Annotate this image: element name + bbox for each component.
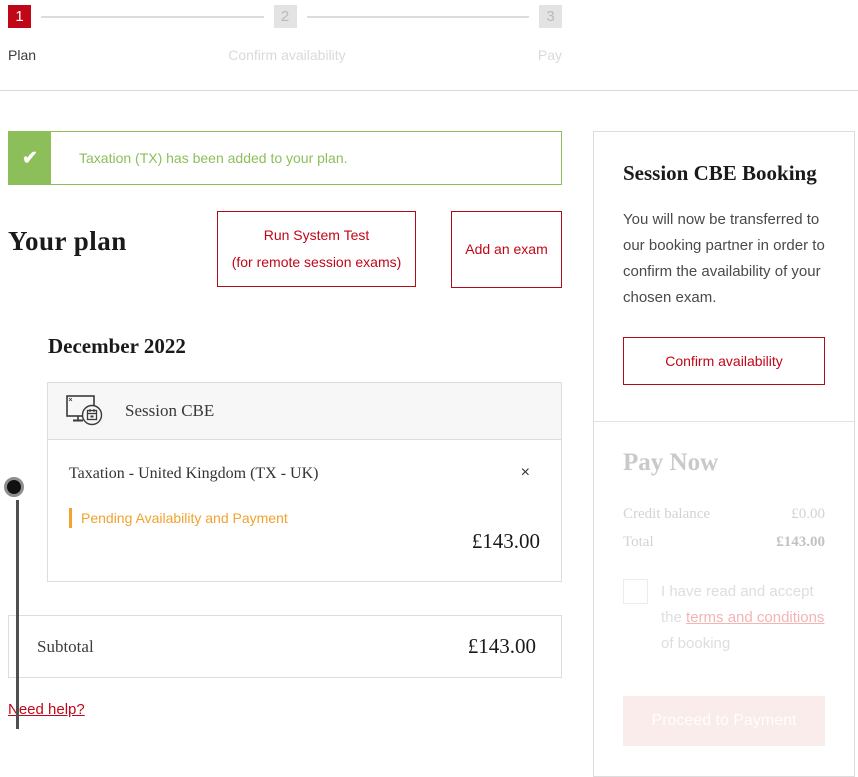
need-help-link[interactable]: Need help? <box>8 701 85 718</box>
step-connector <box>41 15 264 18</box>
confirm-availability-button[interactable]: Confirm availability <box>623 337 825 385</box>
step-1-indicator: 1 <box>8 5 31 28</box>
credit-balance-label: Credit balance <box>623 506 711 522</box>
exam-name: Taxation - United Kingdom (TX - UK) <box>69 465 319 482</box>
page-title: Your plan <box>8 226 127 256</box>
exam-card-header: Session CBE <box>48 383 561 440</box>
terms-text: I have read and accept the terms and con… <box>661 579 825 657</box>
month-heading: December 2022 <box>48 334 186 358</box>
sidebar-description: You will now be transferred to our booki… <box>623 211 825 306</box>
credit-balance-value: £0.00 <box>791 506 825 522</box>
step-connector <box>306 15 529 18</box>
booking-stepper: 1 2 3 Plan Confirm availability Pay <box>8 5 562 63</box>
terms-and-conditions-link[interactable]: terms and conditions <box>686 609 825 626</box>
run-system-test-button[interactable]: Run System Test (for remote session exam… <box>217 211 416 287</box>
step-2-indicator: 2 <box>273 5 297 28</box>
success-banner: ✔ Taxation (TX) has been added to your p… <box>8 131 562 185</box>
success-message: Taxation (TX) has been added to your pla… <box>79 150 348 166</box>
step-1-label: Plan <box>8 47 37 63</box>
step-2-label: Confirm availability <box>228 47 346 63</box>
run-system-test-label: Run System Test <box>263 227 370 243</box>
subtotal-box: Subtotal £143.00 <box>8 615 562 678</box>
run-system-test-sublabel: (for remote session exams) <box>231 254 402 270</box>
booking-sidebar: Session CBE Booking You will now be tran… <box>593 131 855 777</box>
total-label: Total <box>623 534 654 550</box>
exam-status-badge: Pending Availability and Payment <box>69 508 288 528</box>
timeline-line <box>16 500 19 729</box>
pay-now-title: Pay Now <box>623 449 719 476</box>
sidebar-divider <box>594 421 854 422</box>
subtotal-value: £143.00 <box>467 634 536 658</box>
proceed-to-payment-button[interactable]: Proceed to Payment <box>623 696 825 746</box>
step-3-label: Pay <box>537 47 562 63</box>
session-cbe-icon <box>66 395 103 426</box>
terms-prefix: I have read and accept the <box>661 583 814 626</box>
timeline-dot <box>4 477 24 497</box>
check-icon: ✔ <box>9 132 51 184</box>
exam-price: £143.00 <box>471 529 540 553</box>
add-exam-label: Add an exam <box>465 241 548 257</box>
terms-suffix: of booking <box>661 635 731 652</box>
exam-card: Session CBE Taxation - United Kingdom (T… <box>47 382 562 582</box>
total-value: £143.00 <box>776 534 825 550</box>
subtotal-label: Subtotal <box>37 636 94 656</box>
pay-now-section: Pay Now Credit balance £0.00 Total £143.… <box>594 422 854 776</box>
exam-type-label: Session CBE <box>125 401 215 420</box>
step-3-indicator: 3 <box>539 5 562 28</box>
sidebar-title: Session CBE Booking <box>623 161 817 185</box>
terms-checkbox[interactable] <box>623 579 648 604</box>
header-divider <box>0 90 858 91</box>
remove-exam-icon[interactable]: × <box>520 464 530 481</box>
add-exam-button[interactable]: Add an exam <box>451 211 562 288</box>
